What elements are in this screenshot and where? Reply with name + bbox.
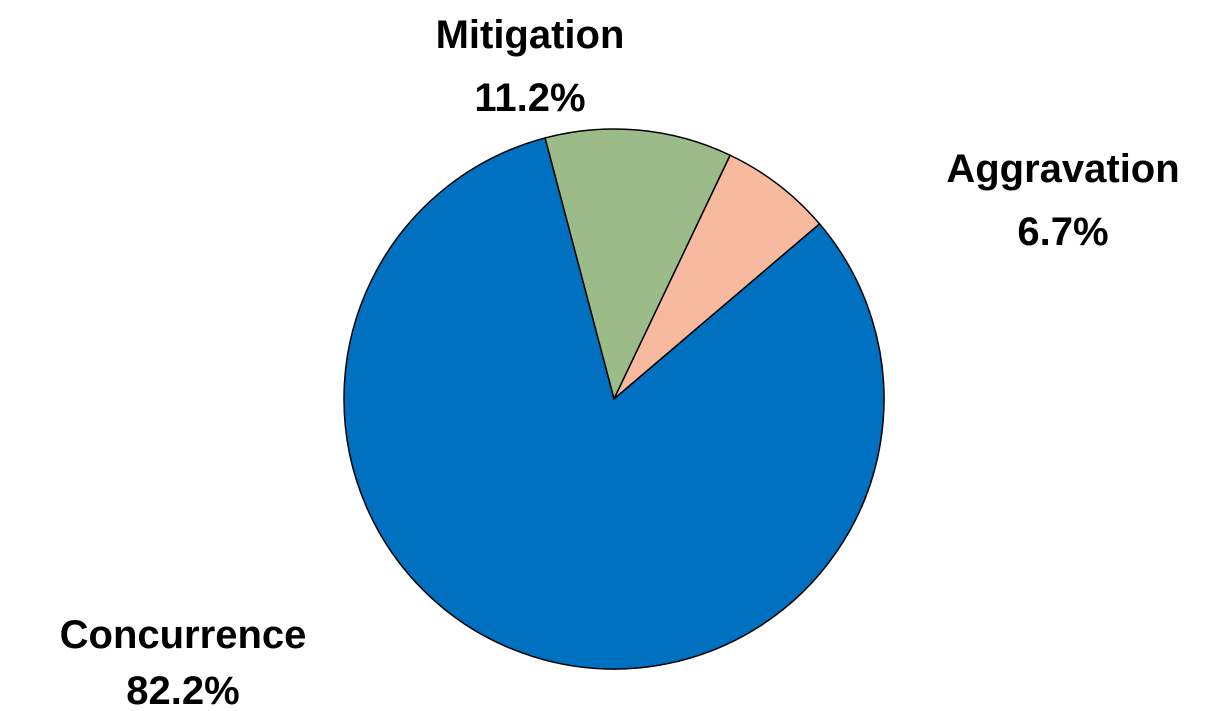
pie-slice-aggravation [613, 154, 821, 400]
label-aggravation-name: Aggravation [946, 147, 1179, 191]
label-concurrence-name: Concurrence [60, 613, 307, 657]
label-mitigation-name: Mitigation [436, 13, 625, 57]
pie-slices [343, 128, 885, 670]
label-concurrence-value: 82.2% [126, 669, 239, 711]
label-aggravation-value: 6.7% [1017, 210, 1108, 254]
pie-slice-mitigation [544, 128, 731, 400]
label-mitigation-value: 11.2% [474, 76, 585, 120]
pie-slice-concurrence [343, 137, 885, 670]
